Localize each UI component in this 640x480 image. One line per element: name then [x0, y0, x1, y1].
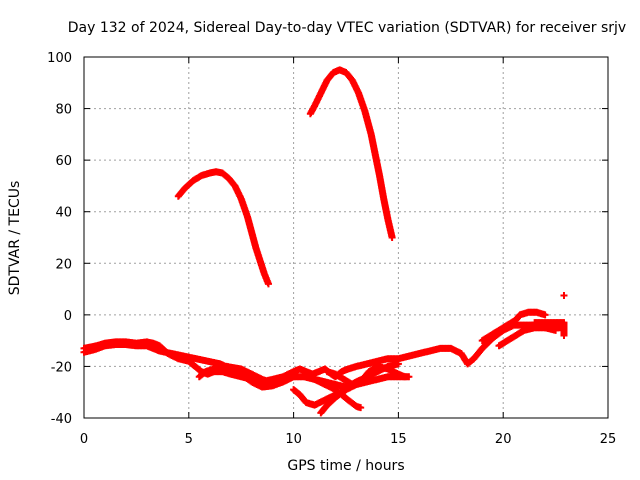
data-point	[541, 311, 549, 319]
series-track	[311, 375, 365, 412]
data-point	[388, 234, 396, 241]
x-axis-label: GPS time / hours	[287, 458, 404, 474]
y-tick-label: 60	[55, 154, 72, 169]
y-tick-label: -20	[51, 360, 72, 375]
series-track	[174, 168, 272, 288]
x-tick-label: 10	[285, 432, 302, 447]
data-points	[80, 66, 568, 417]
data-point	[560, 331, 568, 339]
data-point	[264, 280, 272, 288]
chart-title: Day 132 of 2024, Sidereal Day-to-day VTE…	[68, 20, 626, 36]
x-tick-labels: 0 5 10 15 20 25	[80, 432, 616, 447]
y-tick-label: 40	[55, 206, 72, 221]
x-tick-label: 5	[185, 432, 193, 447]
grid-lines	[84, 57, 608, 418]
y-tick-label: -40	[51, 412, 72, 427]
x-tick-label: 20	[495, 432, 512, 447]
axis-ticks	[83, 56, 609, 419]
series-track	[560, 292, 568, 300]
series-track	[317, 362, 409, 417]
y-tick-label: 100	[47, 51, 72, 66]
series-track	[531, 319, 568, 339]
y-tick-label: 80	[55, 103, 72, 118]
data-point	[552, 326, 560, 334]
data-point	[357, 404, 365, 412]
plot-frame	[83, 56, 609, 419]
series-track	[478, 308, 549, 345]
data-point	[401, 373, 409, 381]
series-track	[323, 368, 356, 388]
x-tick-label: 25	[600, 432, 617, 447]
series-track	[195, 362, 277, 387]
x-tick-label: 0	[80, 432, 88, 447]
y-tick-labels: -40 -20 0 20 40 60 80 100	[47, 51, 72, 427]
data-point	[269, 379, 277, 387]
y-axis-label: SDTVAR / TECUs	[7, 181, 23, 296]
series-track	[306, 66, 396, 241]
data-point	[348, 380, 356, 388]
data-point	[560, 292, 568, 300]
y-tick-label: 0	[64, 309, 72, 324]
y-tick-label: 20	[55, 257, 72, 272]
x-tick-label: 15	[390, 432, 407, 447]
data-point	[394, 360, 402, 368]
